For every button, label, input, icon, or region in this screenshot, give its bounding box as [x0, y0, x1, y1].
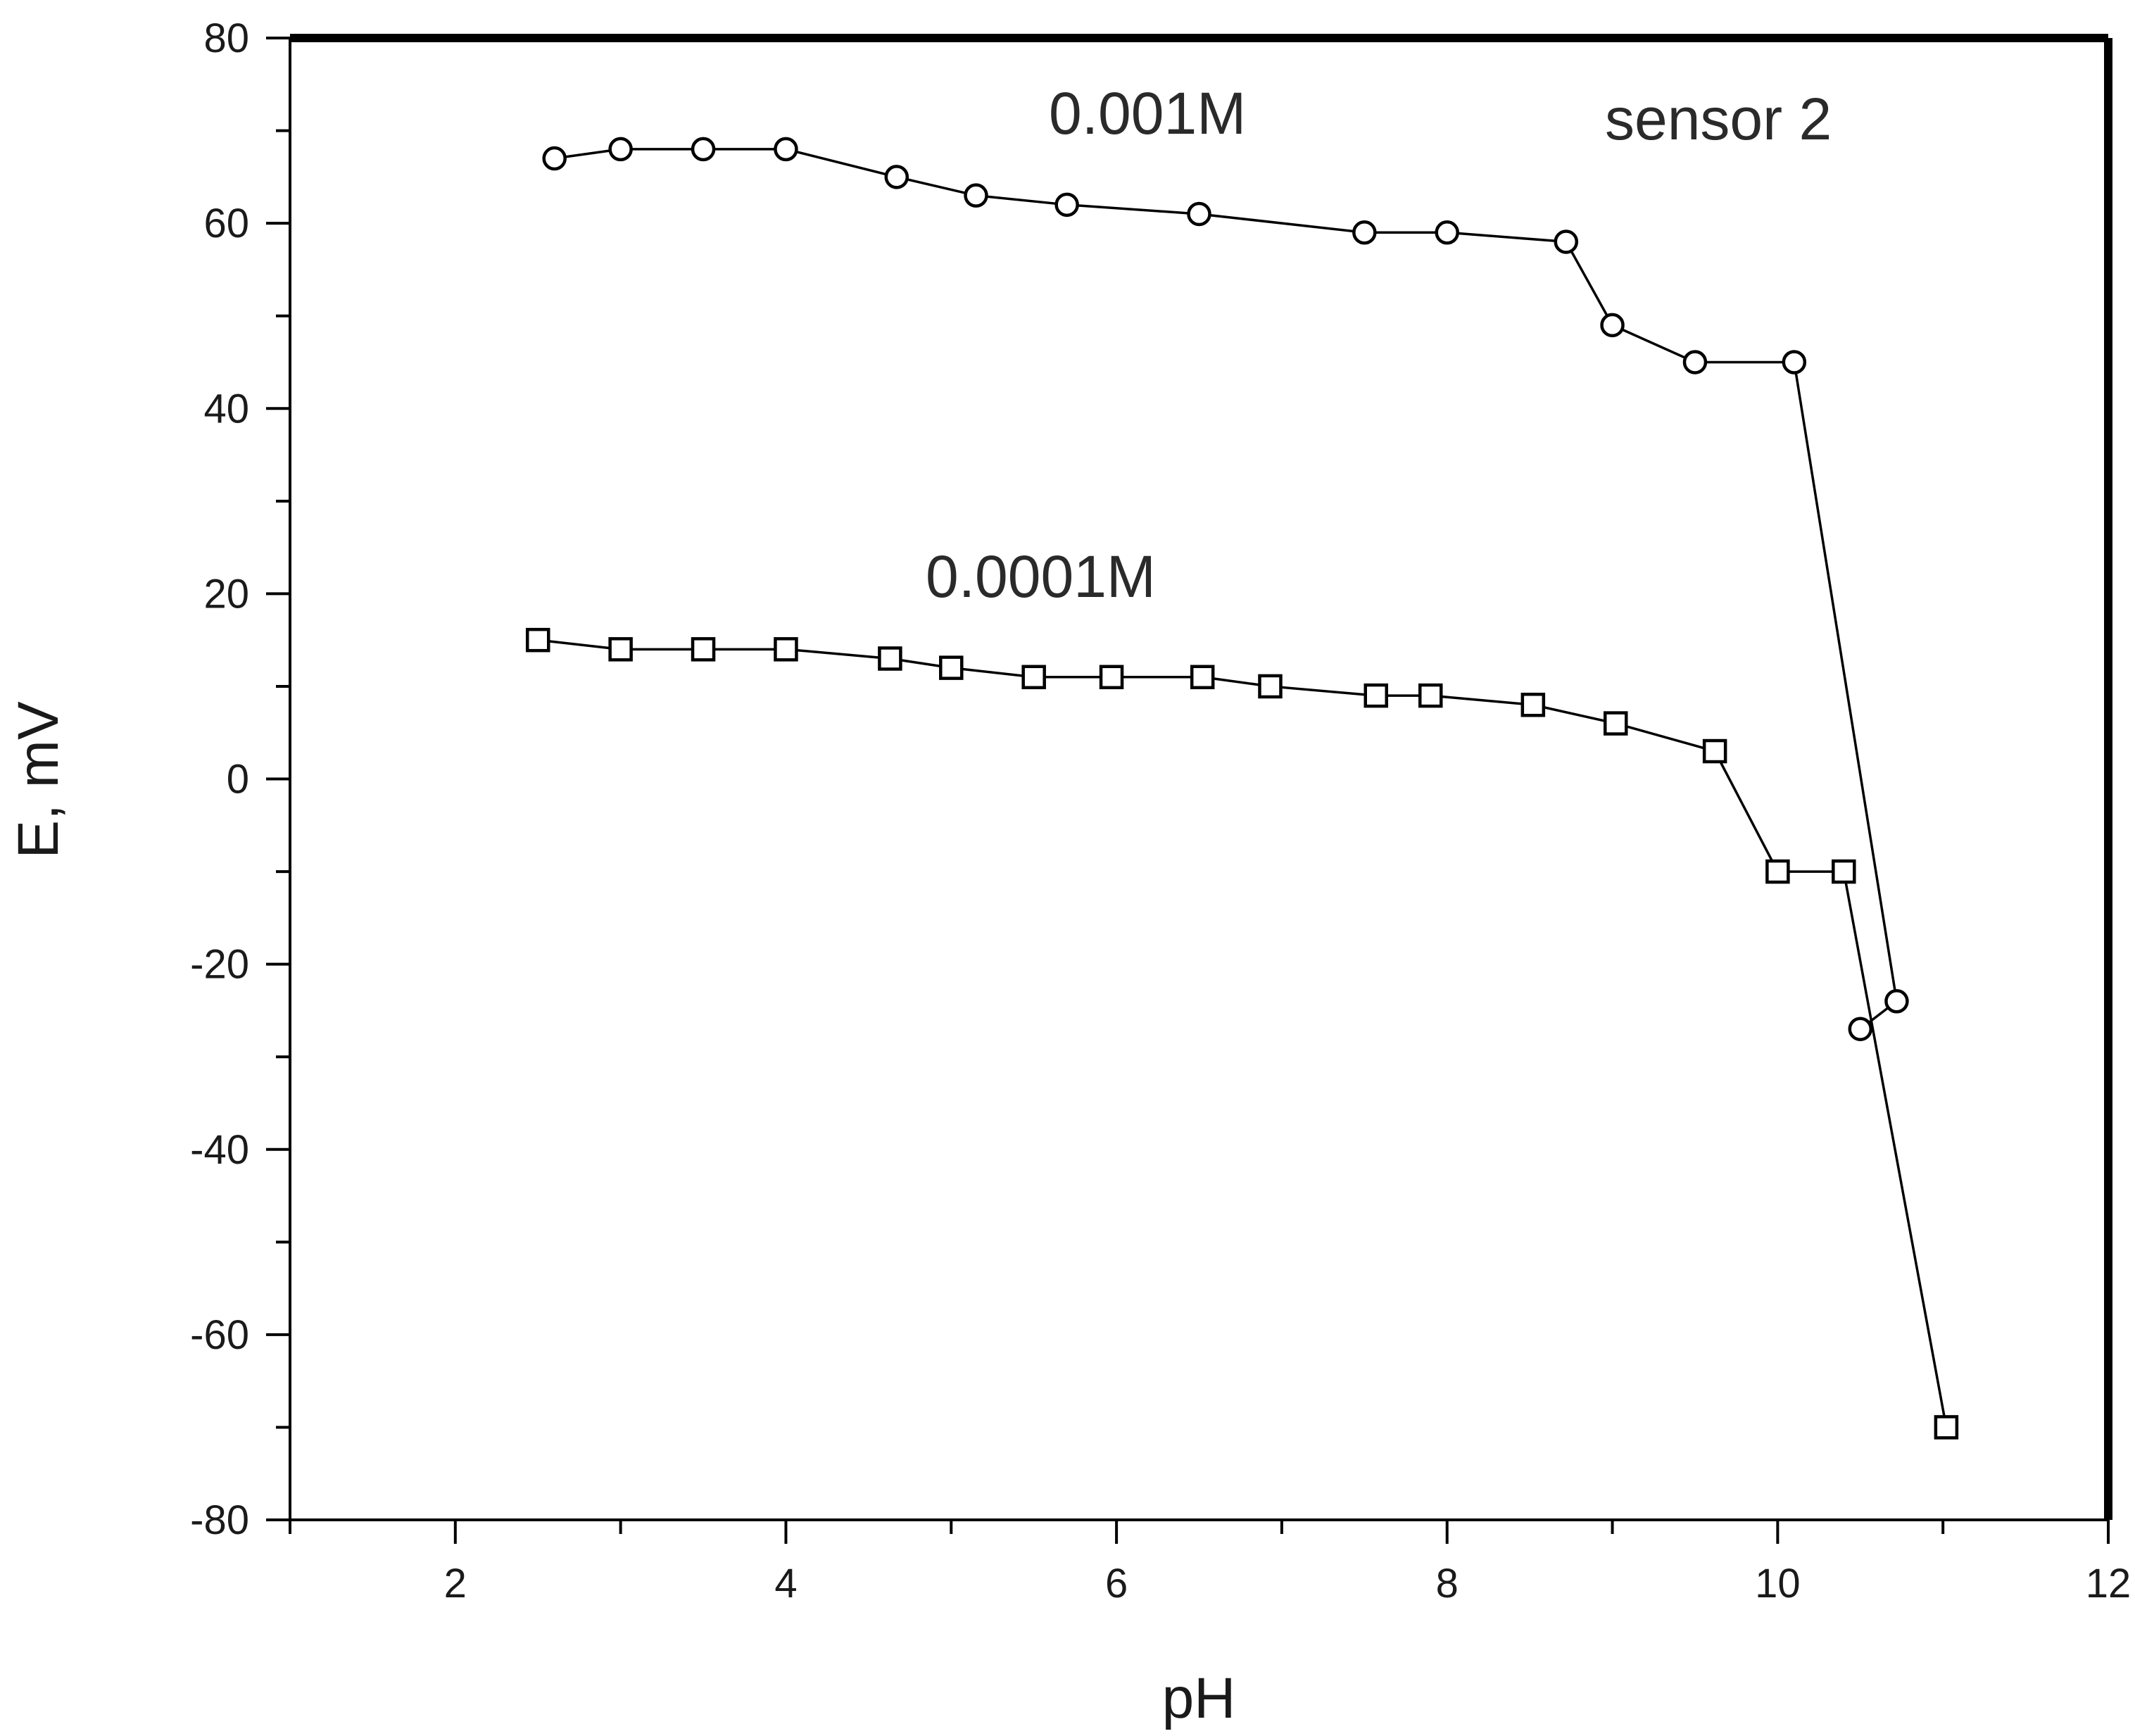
data-point-circle — [1848, 1017, 1873, 1041]
x-tick-label: 6 — [1105, 1561, 1128, 1606]
data-point-square — [1765, 859, 1790, 884]
data-point-circle — [608, 137, 633, 162]
plot-frame — [289, 34, 2112, 1521]
tick-labels: 2 4 6 8 10 12 80 60 40 20 0 -20 -40 -60 -80 — [190, 15, 2131, 1606]
y-tick-label: 20 — [203, 571, 249, 617]
data-point-square — [1934, 1415, 1959, 1440]
x-tick-label: 10 — [1755, 1561, 1801, 1606]
data-point-circle — [1054, 192, 1079, 218]
y-tick-label: -20 — [190, 942, 249, 988]
x-tick-label: 8 — [1436, 1561, 1459, 1606]
data-point-square — [525, 627, 550, 653]
data-point-circle — [774, 137, 798, 162]
axis-ticks — [266, 37, 2110, 1544]
y-tick-label: -60 — [190, 1312, 249, 1358]
data-point-circle — [1682, 350, 1708, 375]
data-point-square — [608, 637, 633, 662]
data-point-square — [774, 637, 798, 662]
y-tick-label: -80 — [190, 1497, 249, 1543]
x-tick-label: 12 — [2086, 1561, 2131, 1606]
data-point-square — [878, 646, 902, 671]
data-point-square — [1832, 859, 1856, 884]
data-point-circle — [1782, 350, 1807, 375]
data-point-square — [1603, 711, 1628, 736]
annotation-0-0001m: 0.0001M — [926, 543, 1156, 610]
data-point-square — [1258, 674, 1283, 699]
data-point-circle — [1187, 201, 1211, 227]
y-tick-label: 0 — [227, 757, 249, 803]
y-axis-title: E, mV — [6, 701, 70, 859]
data-point-square — [1418, 683, 1443, 708]
y-tick-label: -40 — [190, 1127, 249, 1173]
y-tick-label: 80 — [203, 15, 249, 61]
data-point-circle — [964, 183, 988, 208]
data-point-square — [691, 637, 716, 662]
x-tick-label: 4 — [774, 1561, 797, 1606]
series-0-0001m-line — [538, 639, 1948, 1428]
data-point-circle — [1435, 220, 1459, 245]
y-tick-label: 40 — [203, 386, 249, 432]
data-point-circle — [1600, 313, 1625, 338]
x-tick-label: 2 — [444, 1561, 467, 1606]
data-point-circle — [691, 137, 716, 162]
data-point-square — [1520, 693, 1546, 717]
series-layer — [525, 137, 1959, 1440]
data-point-square — [1021, 665, 1046, 690]
data-point-circle — [542, 146, 567, 171]
data-point-circle — [1352, 220, 1377, 245]
data-point-square — [939, 655, 964, 680]
y-tick-label: 60 — [203, 201, 249, 246]
data-point-square — [1702, 738, 1727, 764]
series-0-001m-line — [554, 148, 1898, 1031]
x-axis-title: pH — [1162, 1666, 1236, 1730]
data-point-square — [1099, 665, 1124, 690]
data-point-circle — [1554, 229, 1579, 254]
data-point-square — [1363, 683, 1389, 708]
annotation-sensor-2: sensor 2 — [1605, 86, 1832, 152]
data-point-square — [1190, 665, 1215, 690]
data-point-circle — [1884, 989, 1909, 1014]
data-point-circle — [884, 165, 909, 189]
annotation-0-001m: 0.001M — [1049, 80, 1246, 146]
